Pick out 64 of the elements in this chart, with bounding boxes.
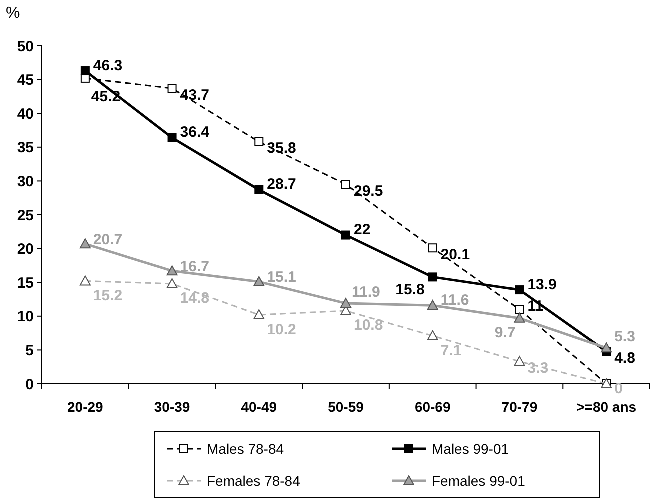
y-tick-label: 0 [26,376,34,394]
data-label: 0 [614,380,623,398]
legend-label: Females 99-01 [432,472,526,489]
data-label: 29.5 [354,182,384,200]
data-label: 4.8 [614,350,636,367]
y-tick-label: 20 [17,241,34,258]
point [168,84,177,94]
point [601,342,612,353]
legend-label: Males 78-84 [207,440,284,457]
x-tick-label: 20-29 [68,399,104,415]
data-label: 10.8 [354,317,384,334]
x-tick-label: 40-49 [241,399,278,415]
legend-label: Females 78-84 [207,472,301,489]
data-label: 15.8 [396,281,425,298]
y-tick-label: 50 [17,38,34,56]
data-label: 20.1 [440,246,470,264]
point [514,312,526,323]
point [515,286,524,295]
y-tick-label: 30 [17,173,34,190]
legend-label: Males 99-01 [432,440,510,457]
point [342,180,350,190]
y-tick-label: 25 [17,207,34,224]
data-label: 43.7 [180,86,210,104]
point [254,276,265,286]
y-tick-label: 15 [17,274,34,292]
point [166,266,178,276]
point [428,272,438,282]
data-label: 13.9 [528,276,557,294]
data-label: 28.7 [267,176,296,194]
y-tick-label: 45 [17,72,34,90]
x-tick-label: 60-69 [414,399,451,415]
point [428,244,438,253]
point [342,230,350,240]
data-label: 46.3 [93,57,123,74]
data-label: 11.9 [352,284,380,301]
data-label: 7.1 [440,342,462,360]
y-tick-label: 10 [17,308,34,326]
data-label: 36.4 [180,124,210,142]
point [340,298,352,308]
y-axis-title: % [6,5,20,22]
x-tick-label: >=80 ans [576,399,637,415]
point [254,137,264,146]
x-tick-label: 30-39 [154,399,190,415]
point [168,133,177,142]
x-tick-label: 70-79 [502,399,538,415]
point [80,66,90,76]
data-label: 20.7 [93,231,123,248]
point [427,300,438,310]
data-label: 5.3 [614,328,636,346]
data-label: 10.2 [267,321,296,338]
data-label: 15.2 [93,288,123,304]
data-label: 14.8 [180,290,210,308]
data-label: 22 [354,222,371,239]
y-tick-label: 35 [17,140,34,157]
point [80,238,91,249]
point [515,305,524,314]
y-tick-label: 5 [26,342,34,360]
y-tick-label: 40 [17,106,34,123]
x-tick-label: 50-59 [328,399,364,415]
data-label: 15.1 [267,269,296,286]
data-label: 16.7 [180,258,210,276]
data-label: 9.7 [494,324,516,342]
point [254,185,264,194]
data-label: 11.6 [440,292,470,309]
